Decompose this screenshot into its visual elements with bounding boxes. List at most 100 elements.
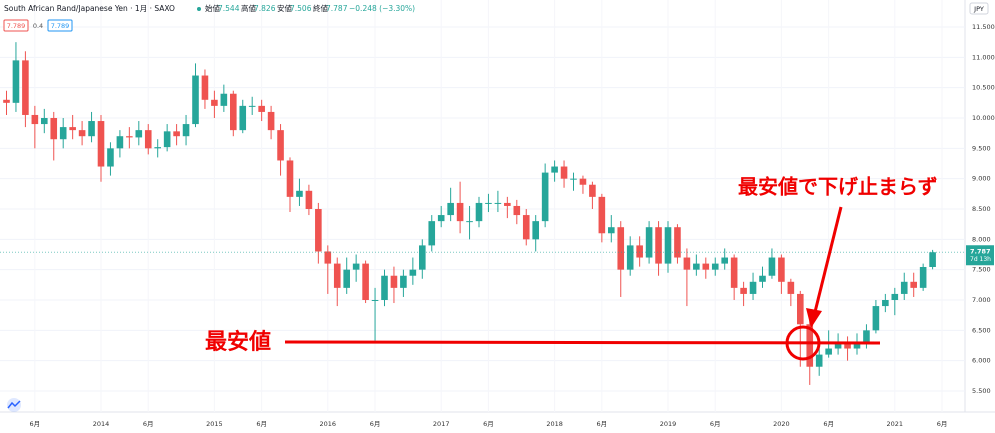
candle-body [806, 324, 814, 367]
ohlc-legend: 始値7.544 高値7.826 安値7.506 終値7.787 −0.248 (−3.3… [205, 3, 415, 13]
candle-body [277, 130, 284, 161]
candle-body [872, 306, 880, 331]
candle-body [173, 131, 180, 137]
candle-body [522, 215, 530, 240]
candle-body [437, 215, 445, 222]
x-tick-label: 6月 [483, 420, 494, 428]
candle-body [182, 124, 190, 137]
candle-body [589, 184, 596, 197]
candle-body [3, 99, 10, 103]
candle-body [419, 245, 426, 270]
candle-body [683, 257, 691, 270]
x-tick-label: 6月 [710, 420, 721, 428]
status-dot [197, 7, 201, 11]
candle-body [797, 293, 804, 325]
ohlc-label: 安値 [277, 3, 292, 13]
candle-body [626, 245, 634, 270]
candle-body [163, 131, 171, 148]
candle-body [144, 130, 152, 149]
logo [7, 398, 21, 412]
x-tick-label: 2015 [206, 420, 223, 428]
currency-box [969, 2, 989, 15]
candle-body [541, 172, 549, 222]
x-tick-label: 6月 [256, 420, 267, 428]
candle-body [485, 202, 492, 204]
candle-body [286, 160, 294, 197]
candle-body [532, 221, 539, 240]
candle-body [390, 275, 398, 288]
candle-body [815, 354, 823, 367]
price-tag [966, 245, 994, 266]
candle-body [239, 105, 247, 131]
candle-body [50, 118, 58, 140]
y-tick-label: 11.000 [972, 53, 995, 61]
y-tick-label: 8.500 [972, 205, 991, 213]
candle-body [324, 251, 332, 264]
candle-body [560, 166, 568, 179]
candle-body [598, 196, 606, 234]
candle-body [645, 227, 653, 258]
y-tick-label: 6.000 [972, 357, 991, 365]
ohlc-value: 7.787 [326, 4, 348, 13]
candle-body [447, 202, 454, 216]
candle-body [409, 269, 417, 276]
candle-body [69, 127, 76, 131]
candle-body [41, 118, 48, 125]
candle-body [636, 245, 643, 258]
y-tick-label: 10.000 [972, 114, 995, 122]
candle-body [31, 114, 39, 125]
candle-body [126, 136, 133, 138]
candle-body [466, 221, 473, 223]
candle-body [787, 281, 795, 294]
candle-body [494, 202, 502, 204]
highlight-circle [785, 325, 821, 361]
y-tick-label: 7.500 [972, 266, 991, 274]
x-tick-label: 6月 [30, 420, 41, 428]
candle-body [315, 209, 322, 252]
y-tick-label: 6.500 [972, 326, 991, 334]
y-tick-label: 9.000 [972, 175, 991, 183]
ohlc-label: 始値 [205, 3, 220, 13]
candle-body [825, 348, 832, 355]
ohlc-label: 終値 [313, 3, 328, 13]
indicator-value: 0.4 [33, 22, 43, 30]
candle-body [551, 166, 558, 173]
candle-body [12, 60, 20, 103]
x-tick-label: 6月 [143, 420, 154, 428]
candle-body [97, 121, 105, 167]
candle-body [456, 202, 464, 222]
candle-body [400, 275, 407, 288]
candle-body [362, 263, 369, 300]
candle-body [428, 221, 436, 246]
ohlc-value: 7.506 [290, 4, 312, 13]
candle-body [778, 257, 785, 282]
candle-body [664, 227, 672, 264]
candle-body [740, 287, 747, 294]
candle-body [711, 263, 719, 270]
price-tag-value: 7.787 [970, 247, 991, 255]
candle-body [863, 330, 870, 343]
candle-body [919, 266, 927, 288]
candle-body [78, 130, 86, 137]
arrow-head [806, 308, 822, 328]
indicator-box [3, 19, 29, 32]
logo-icon [7, 400, 21, 409]
candle-body [116, 136, 124, 149]
candle-body [248, 105, 256, 107]
x-tick-label: 6月 [823, 420, 834, 428]
candle-body [135, 130, 143, 138]
candle-body [702, 263, 710, 270]
symbol-title: South African Rand/Japanese Yen · 1月 · S… [4, 4, 175, 13]
candle-body [674, 227, 681, 258]
candle-body [900, 281, 908, 294]
y-tick-label: 11.500 [972, 23, 995, 31]
ohlc-label: 高値 [241, 3, 256, 13]
candle-body [201, 75, 209, 100]
candle-body [258, 105, 265, 112]
candle-body [655, 227, 662, 264]
indicator-box [47, 19, 73, 32]
candle-body [192, 75, 199, 125]
candle-body [296, 190, 303, 197]
candle-body [768, 257, 776, 276]
